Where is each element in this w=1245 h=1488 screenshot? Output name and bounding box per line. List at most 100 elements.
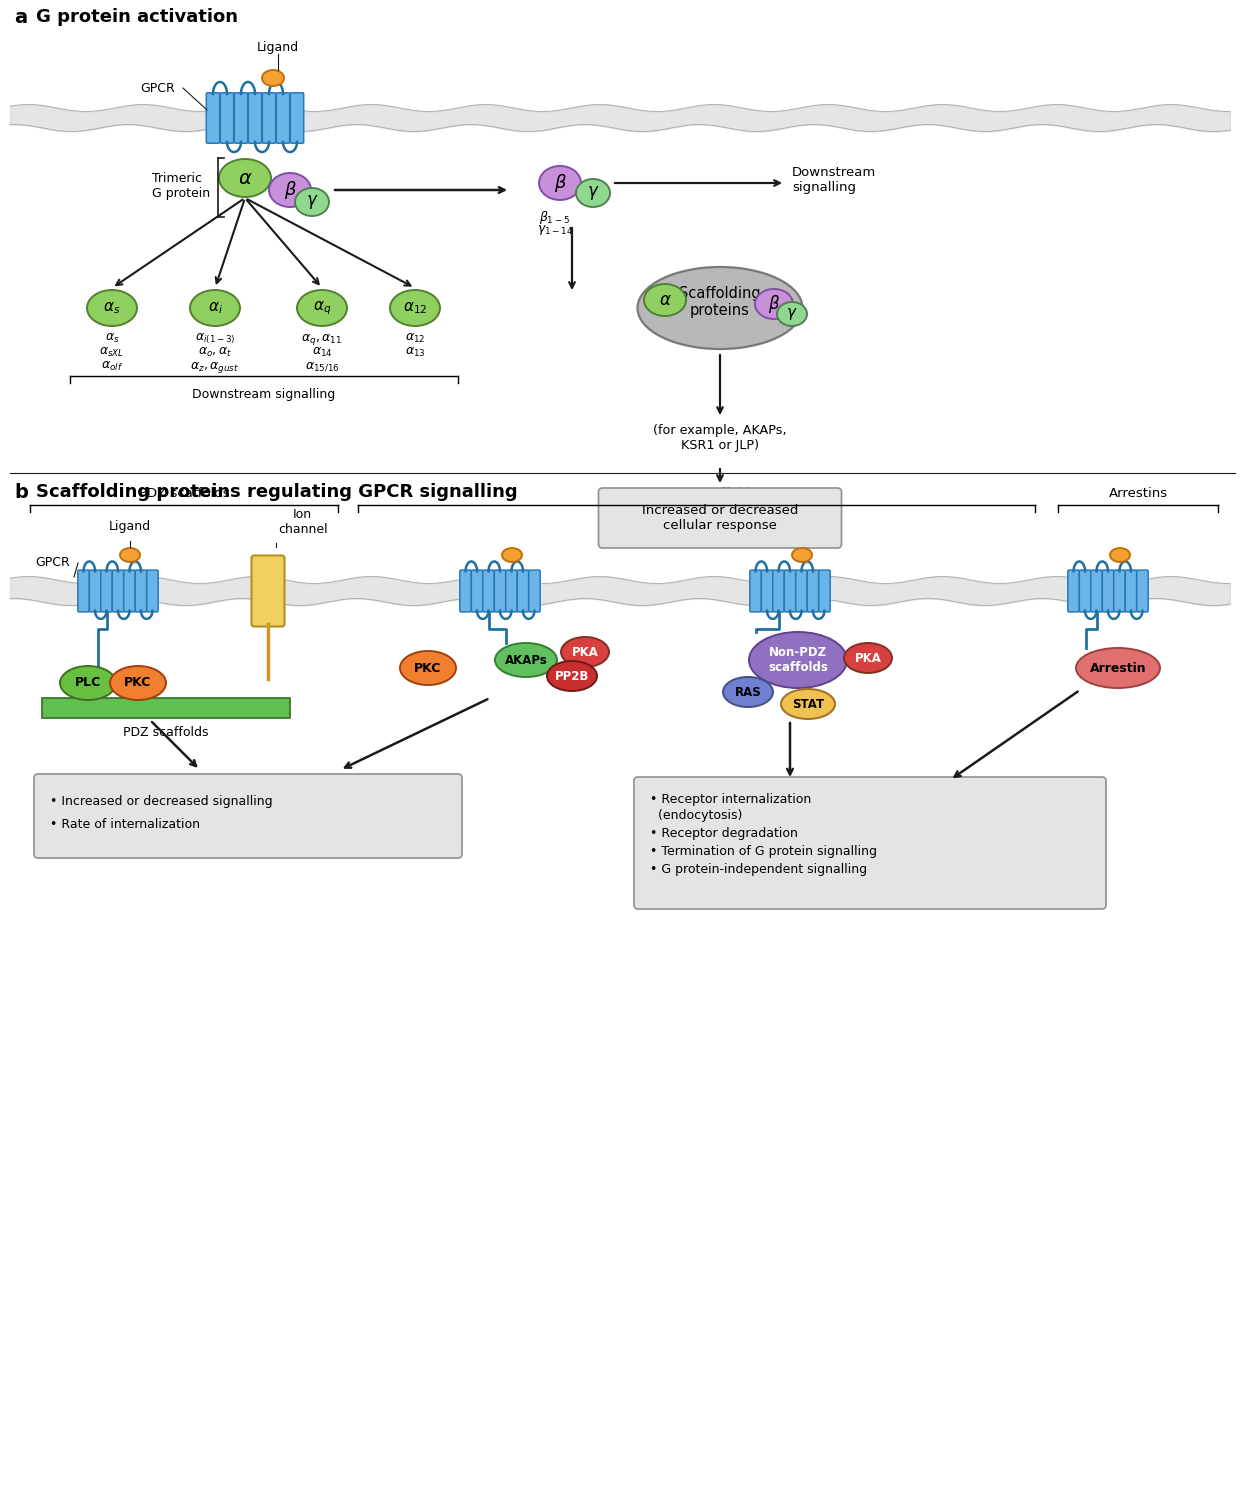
Text: Arrestin: Arrestin — [1089, 662, 1147, 674]
Text: $\alpha_{i(1-3)}$: $\alpha_{i(1-3)}$ — [194, 332, 235, 347]
Ellipse shape — [637, 266, 803, 350]
Text: Ligand: Ligand — [256, 42, 299, 54]
Text: $\alpha_q$: $\alpha_q$ — [312, 299, 331, 317]
Ellipse shape — [87, 290, 137, 326]
Text: $\gamma_{1-14}$: $\gamma_{1-14}$ — [537, 223, 573, 237]
FancyBboxPatch shape — [207, 92, 219, 143]
Text: PDZ scaffolds: PDZ scaffolds — [123, 726, 209, 740]
FancyBboxPatch shape — [749, 570, 761, 612]
Text: RAS: RAS — [735, 686, 762, 698]
Text: $\beta$: $\beta$ — [284, 179, 296, 201]
Text: PP2B: PP2B — [555, 670, 589, 683]
Text: Ion
channel: Ion channel — [278, 507, 327, 536]
FancyBboxPatch shape — [1125, 570, 1137, 612]
Text: $\beta$: $\beta$ — [768, 293, 781, 315]
Ellipse shape — [723, 677, 773, 707]
Ellipse shape — [1111, 548, 1130, 562]
Text: Arrestins: Arrestins — [1108, 487, 1168, 500]
Ellipse shape — [844, 643, 891, 673]
Text: PKA: PKA — [571, 646, 599, 659]
FancyBboxPatch shape — [796, 570, 807, 612]
Text: STAT: STAT — [792, 698, 824, 710]
FancyBboxPatch shape — [101, 570, 112, 612]
Ellipse shape — [1076, 647, 1160, 687]
FancyBboxPatch shape — [807, 570, 819, 612]
Text: $\alpha_i$: $\alpha_i$ — [208, 301, 223, 315]
FancyBboxPatch shape — [773, 570, 784, 612]
Text: • Termination of G protein signalling: • Termination of G protein signalling — [650, 845, 876, 857]
Text: Downstream
signalling: Downstream signalling — [792, 167, 876, 193]
FancyBboxPatch shape — [290, 92, 304, 143]
FancyBboxPatch shape — [1079, 570, 1091, 612]
Ellipse shape — [792, 548, 812, 562]
Text: $\alpha_{14}$: $\alpha_{14}$ — [311, 347, 332, 359]
Text: GPCR: GPCR — [139, 82, 174, 95]
FancyBboxPatch shape — [529, 570, 540, 612]
Text: • Receptor internalization: • Receptor internalization — [650, 793, 812, 805]
Ellipse shape — [400, 652, 456, 684]
FancyBboxPatch shape — [34, 774, 462, 859]
Text: a: a — [14, 7, 27, 27]
Text: $\alpha_s$: $\alpha_s$ — [105, 332, 120, 345]
FancyBboxPatch shape — [784, 570, 796, 612]
Text: (for example, AKAPs,
KSR1 or JLP): (for example, AKAPs, KSR1 or JLP) — [654, 424, 787, 452]
FancyBboxPatch shape — [634, 777, 1106, 909]
Text: Downstream signalling: Downstream signalling — [193, 388, 336, 400]
Ellipse shape — [561, 637, 609, 667]
Text: $\alpha_{12}$: $\alpha_{12}$ — [402, 301, 427, 315]
Text: $\beta$: $\beta$ — [554, 173, 566, 193]
FancyBboxPatch shape — [599, 488, 842, 548]
FancyBboxPatch shape — [1114, 570, 1125, 612]
FancyBboxPatch shape — [234, 92, 248, 143]
Text: Scaffolding proteins regulating GPCR signalling: Scaffolding proteins regulating GPCR sig… — [36, 484, 518, 501]
FancyBboxPatch shape — [494, 570, 505, 612]
Ellipse shape — [261, 70, 284, 86]
FancyBboxPatch shape — [459, 570, 472, 612]
FancyBboxPatch shape — [472, 570, 483, 612]
FancyBboxPatch shape — [276, 92, 290, 143]
Ellipse shape — [754, 289, 793, 318]
Text: $\gamma$: $\gamma$ — [786, 307, 798, 321]
Text: PLC: PLC — [75, 677, 101, 689]
Text: GPCR: GPCR — [35, 557, 70, 570]
Text: • G protein-independent signalling: • G protein-independent signalling — [650, 863, 867, 875]
FancyBboxPatch shape — [123, 570, 136, 612]
FancyBboxPatch shape — [90, 570, 101, 612]
Text: PKA: PKA — [854, 652, 881, 665]
Text: $\alpha_{13}$: $\alpha_{13}$ — [405, 347, 426, 359]
FancyBboxPatch shape — [1102, 570, 1114, 612]
Ellipse shape — [749, 632, 847, 687]
Ellipse shape — [295, 187, 329, 216]
Ellipse shape — [190, 290, 240, 326]
Ellipse shape — [110, 667, 166, 699]
Ellipse shape — [496, 643, 557, 677]
FancyBboxPatch shape — [248, 92, 261, 143]
Ellipse shape — [502, 548, 522, 562]
Text: $\gamma$: $\gamma$ — [586, 185, 599, 202]
Text: PKC: PKC — [415, 662, 442, 674]
FancyBboxPatch shape — [147, 570, 158, 612]
Text: (endocytosis): (endocytosis) — [650, 808, 742, 821]
Text: $\alpha$: $\alpha$ — [659, 292, 671, 310]
Ellipse shape — [390, 290, 439, 326]
Text: • Receptor degradation: • Receptor degradation — [650, 826, 798, 839]
FancyBboxPatch shape — [136, 570, 147, 612]
Text: $\gamma$: $\gamma$ — [306, 193, 319, 211]
Text: PDZ scaffolds: PDZ scaffolds — [138, 487, 229, 500]
Ellipse shape — [120, 548, 139, 562]
Text: AKAPs: AKAPs — [504, 653, 548, 667]
Ellipse shape — [547, 661, 598, 690]
FancyBboxPatch shape — [762, 570, 773, 612]
Text: • Rate of internalization: • Rate of internalization — [50, 817, 200, 830]
Text: Non-PDZ
scaffolds: Non-PDZ scaffolds — [768, 646, 828, 674]
Ellipse shape — [781, 689, 835, 719]
Ellipse shape — [60, 667, 116, 699]
FancyBboxPatch shape — [517, 570, 529, 612]
FancyBboxPatch shape — [1137, 570, 1148, 612]
Ellipse shape — [644, 284, 686, 315]
Text: Increased or decreased
cellular response: Increased or decreased cellular response — [642, 504, 798, 533]
FancyBboxPatch shape — [1091, 570, 1102, 612]
Text: $\alpha_o, \alpha_t$: $\alpha_o, \alpha_t$ — [198, 347, 232, 359]
Text: b: b — [14, 484, 27, 501]
Text: Trimeric
G protein: Trimeric G protein — [152, 173, 210, 199]
